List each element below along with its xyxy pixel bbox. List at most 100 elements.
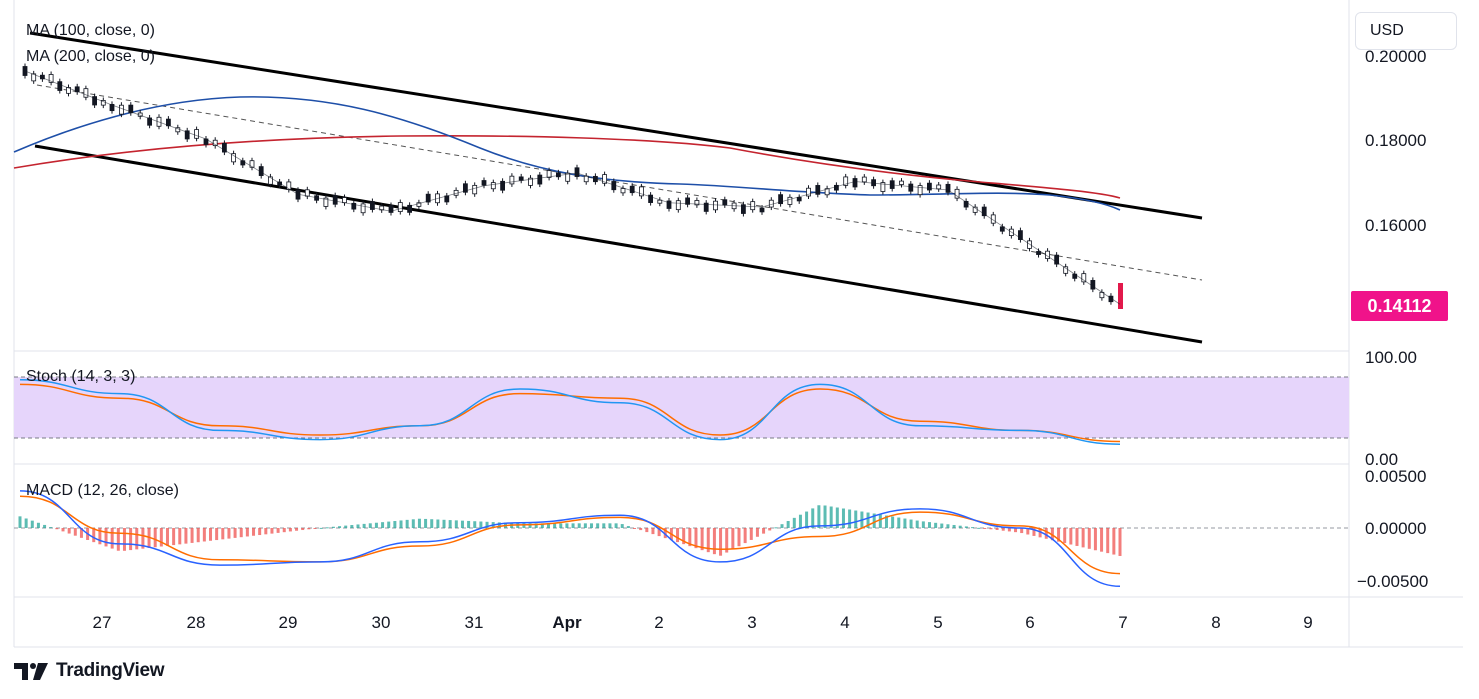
macd-histogram-bar [129,528,133,551]
candle-body [1036,251,1041,255]
price-tick: 0.20000 [1365,47,1426,66]
candle-body [629,185,635,194]
channel-midline[interactable] [36,84,1203,281]
macd-histogram-bar [762,528,766,534]
candle-body [954,188,960,199]
macd-histogram-bar [719,528,723,556]
macd-histogram-bar [534,523,538,528]
currency-button[interactable]: USD [1355,12,1457,50]
channel-lower-trendline[interactable] [34,144,1203,344]
macd-histogram-bar [596,523,600,528]
candle-body [1108,295,1114,303]
macd-histogram-bar [239,528,243,538]
time-label: 27 [93,613,112,632]
channel-upper-trendline[interactable] [29,31,1203,220]
macd-histogram-bar [92,528,96,543]
macd-histogram-bar [786,521,790,528]
candle-body [852,178,858,188]
macd-signal-line [19,495,1121,575]
candle-body [741,204,746,214]
macd-histogram-bar [116,528,120,551]
macd-histogram-bar [528,523,532,528]
candle-body [927,182,932,191]
macd-histogram-bar [940,523,944,528]
candle-body [685,197,690,205]
legend-ma200[interactable]: MA (200, close, 0) [26,48,155,65]
ma100-line [13,96,1121,211]
macd-histogram-bar [676,528,680,543]
candle-body [31,73,37,82]
candle-body [602,174,607,184]
macd-line [19,490,1121,588]
macd-histogram-bar [915,520,919,528]
macd-histogram-bar [393,521,397,528]
time-label: 29 [279,613,298,632]
macd-histogram-bar [190,528,194,543]
macd-histogram-bar [829,506,833,528]
macd-histogram-bar [467,520,471,528]
macd-histogram-bar [854,510,858,528]
macd-histogram-bar [565,523,569,528]
macd-histogram-bar [620,524,624,528]
macd-histogram-bar [417,518,421,528]
macd-histogram-bar [516,523,520,528]
legend-ma100[interactable]: MA (100, close, 0) [26,22,155,39]
macd-histogram-bar [934,522,938,528]
macd-histogram-bar [24,518,28,528]
macd-histogram-bar [245,528,249,537]
macd-histogram-bar [270,528,274,534]
macd-histogram-bar [252,528,256,536]
macd-histogram-bar [387,521,391,528]
macd-histogram-bar [571,523,575,528]
macd-histogram-bar [30,520,34,528]
legend-macd[interactable]: MACD (12, 26, close) [26,482,179,499]
macd-histogram-bar [442,519,446,528]
time-label: 9 [1303,613,1312,632]
macd-histogram-bar [368,523,372,528]
macd-histogram-bar [577,523,581,528]
macd-histogram-bar [338,526,342,528]
macd-histogram-bar [700,528,704,551]
macd-histogram-bar [731,528,735,550]
candle-body [880,182,886,192]
macd-histogram-bar [909,519,913,528]
macd-histogram-bar [454,520,458,528]
time-label: 28 [187,613,206,632]
macd-histogram-bar [694,528,698,549]
macd-histogram-bar [430,519,434,528]
macd-histogram-bar [1093,528,1097,551]
candle-body [768,199,774,208]
candle-body [546,170,552,178]
macd-histogram-bar [209,528,213,541]
candle-body [556,172,561,178]
macd-histogram-bar [971,527,975,529]
time-label: 8 [1211,613,1220,632]
macd-histogram-bar [1001,528,1005,531]
candle-body [824,188,830,196]
macd-histogram-bar [381,522,385,528]
macd-histogram-bar [374,522,378,528]
macd-histogram-bar [362,523,366,528]
tradingview-brand[interactable]: TradingView [14,660,165,682]
candle-body [620,188,626,194]
candle-body [796,197,802,202]
macd-histogram-bar [485,521,489,528]
macd-histogram-bar [737,528,741,547]
macd-histogram-bar [798,514,802,528]
candle-body [109,104,115,112]
candle-body [675,200,681,211]
macd-histogram-bar [651,528,655,535]
time-label: 30 [372,613,391,632]
macd-histogram-bar [1038,528,1042,538]
candle-body [963,201,969,208]
macd-histogram-bar [153,528,157,548]
stoch-tick: 100.00 [1365,348,1417,367]
macd-histogram-bar [331,526,335,528]
brand-name: TradingView [56,660,165,681]
time-label: 2 [654,613,663,632]
legend-stoch[interactable]: Stoch (14, 3, 3) [26,368,135,385]
candle-body [787,196,793,205]
price-tick: 0.18000 [1365,131,1426,150]
candle-body [119,104,124,115]
